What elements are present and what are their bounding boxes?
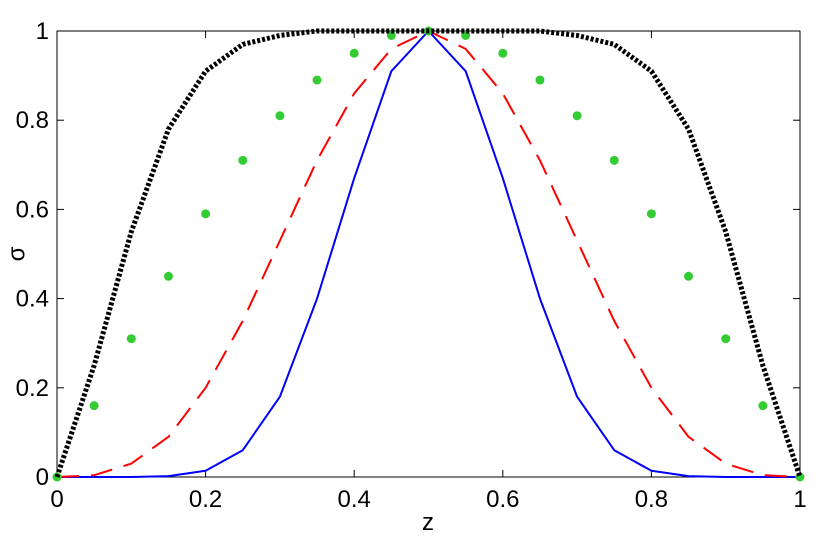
data-point — [535, 75, 545, 85]
data-point — [312, 75, 322, 85]
data-point — [646, 209, 656, 219]
y-tick-label: 1 — [36, 18, 49, 45]
x-tick-label: 0.2 — [189, 486, 222, 513]
y-tick-label: 0.8 — [16, 107, 49, 134]
data-point — [126, 334, 136, 344]
data-point — [275, 111, 285, 121]
data-point — [89, 401, 99, 411]
data-point — [572, 111, 582, 121]
data-point — [349, 48, 359, 58]
y-tick-label: 0.6 — [16, 196, 49, 223]
y-axis-label: σ — [3, 246, 30, 261]
x-tick-label: 0 — [50, 486, 63, 513]
data-point — [498, 48, 508, 58]
x-tick-label: 1 — [793, 486, 806, 513]
y-tick-label: 0.4 — [16, 286, 49, 313]
data-point — [684, 271, 694, 281]
x-axis-label: z — [422, 509, 434, 536]
data-point — [163, 271, 173, 281]
y-tick-label: 0 — [36, 464, 49, 491]
data-point — [238, 155, 248, 165]
x-tick-label: 0.8 — [635, 486, 668, 513]
y-tick-label: 0.2 — [16, 375, 49, 402]
data-point — [609, 155, 619, 165]
x-tick-label: 0.6 — [486, 486, 519, 513]
data-point — [721, 334, 731, 344]
plot-frame — [56, 30, 801, 478]
data-point — [201, 209, 211, 219]
data-point — [758, 401, 768, 411]
x-tick-label: 0.4 — [338, 486, 371, 513]
data-line — [54, 28, 803, 478]
